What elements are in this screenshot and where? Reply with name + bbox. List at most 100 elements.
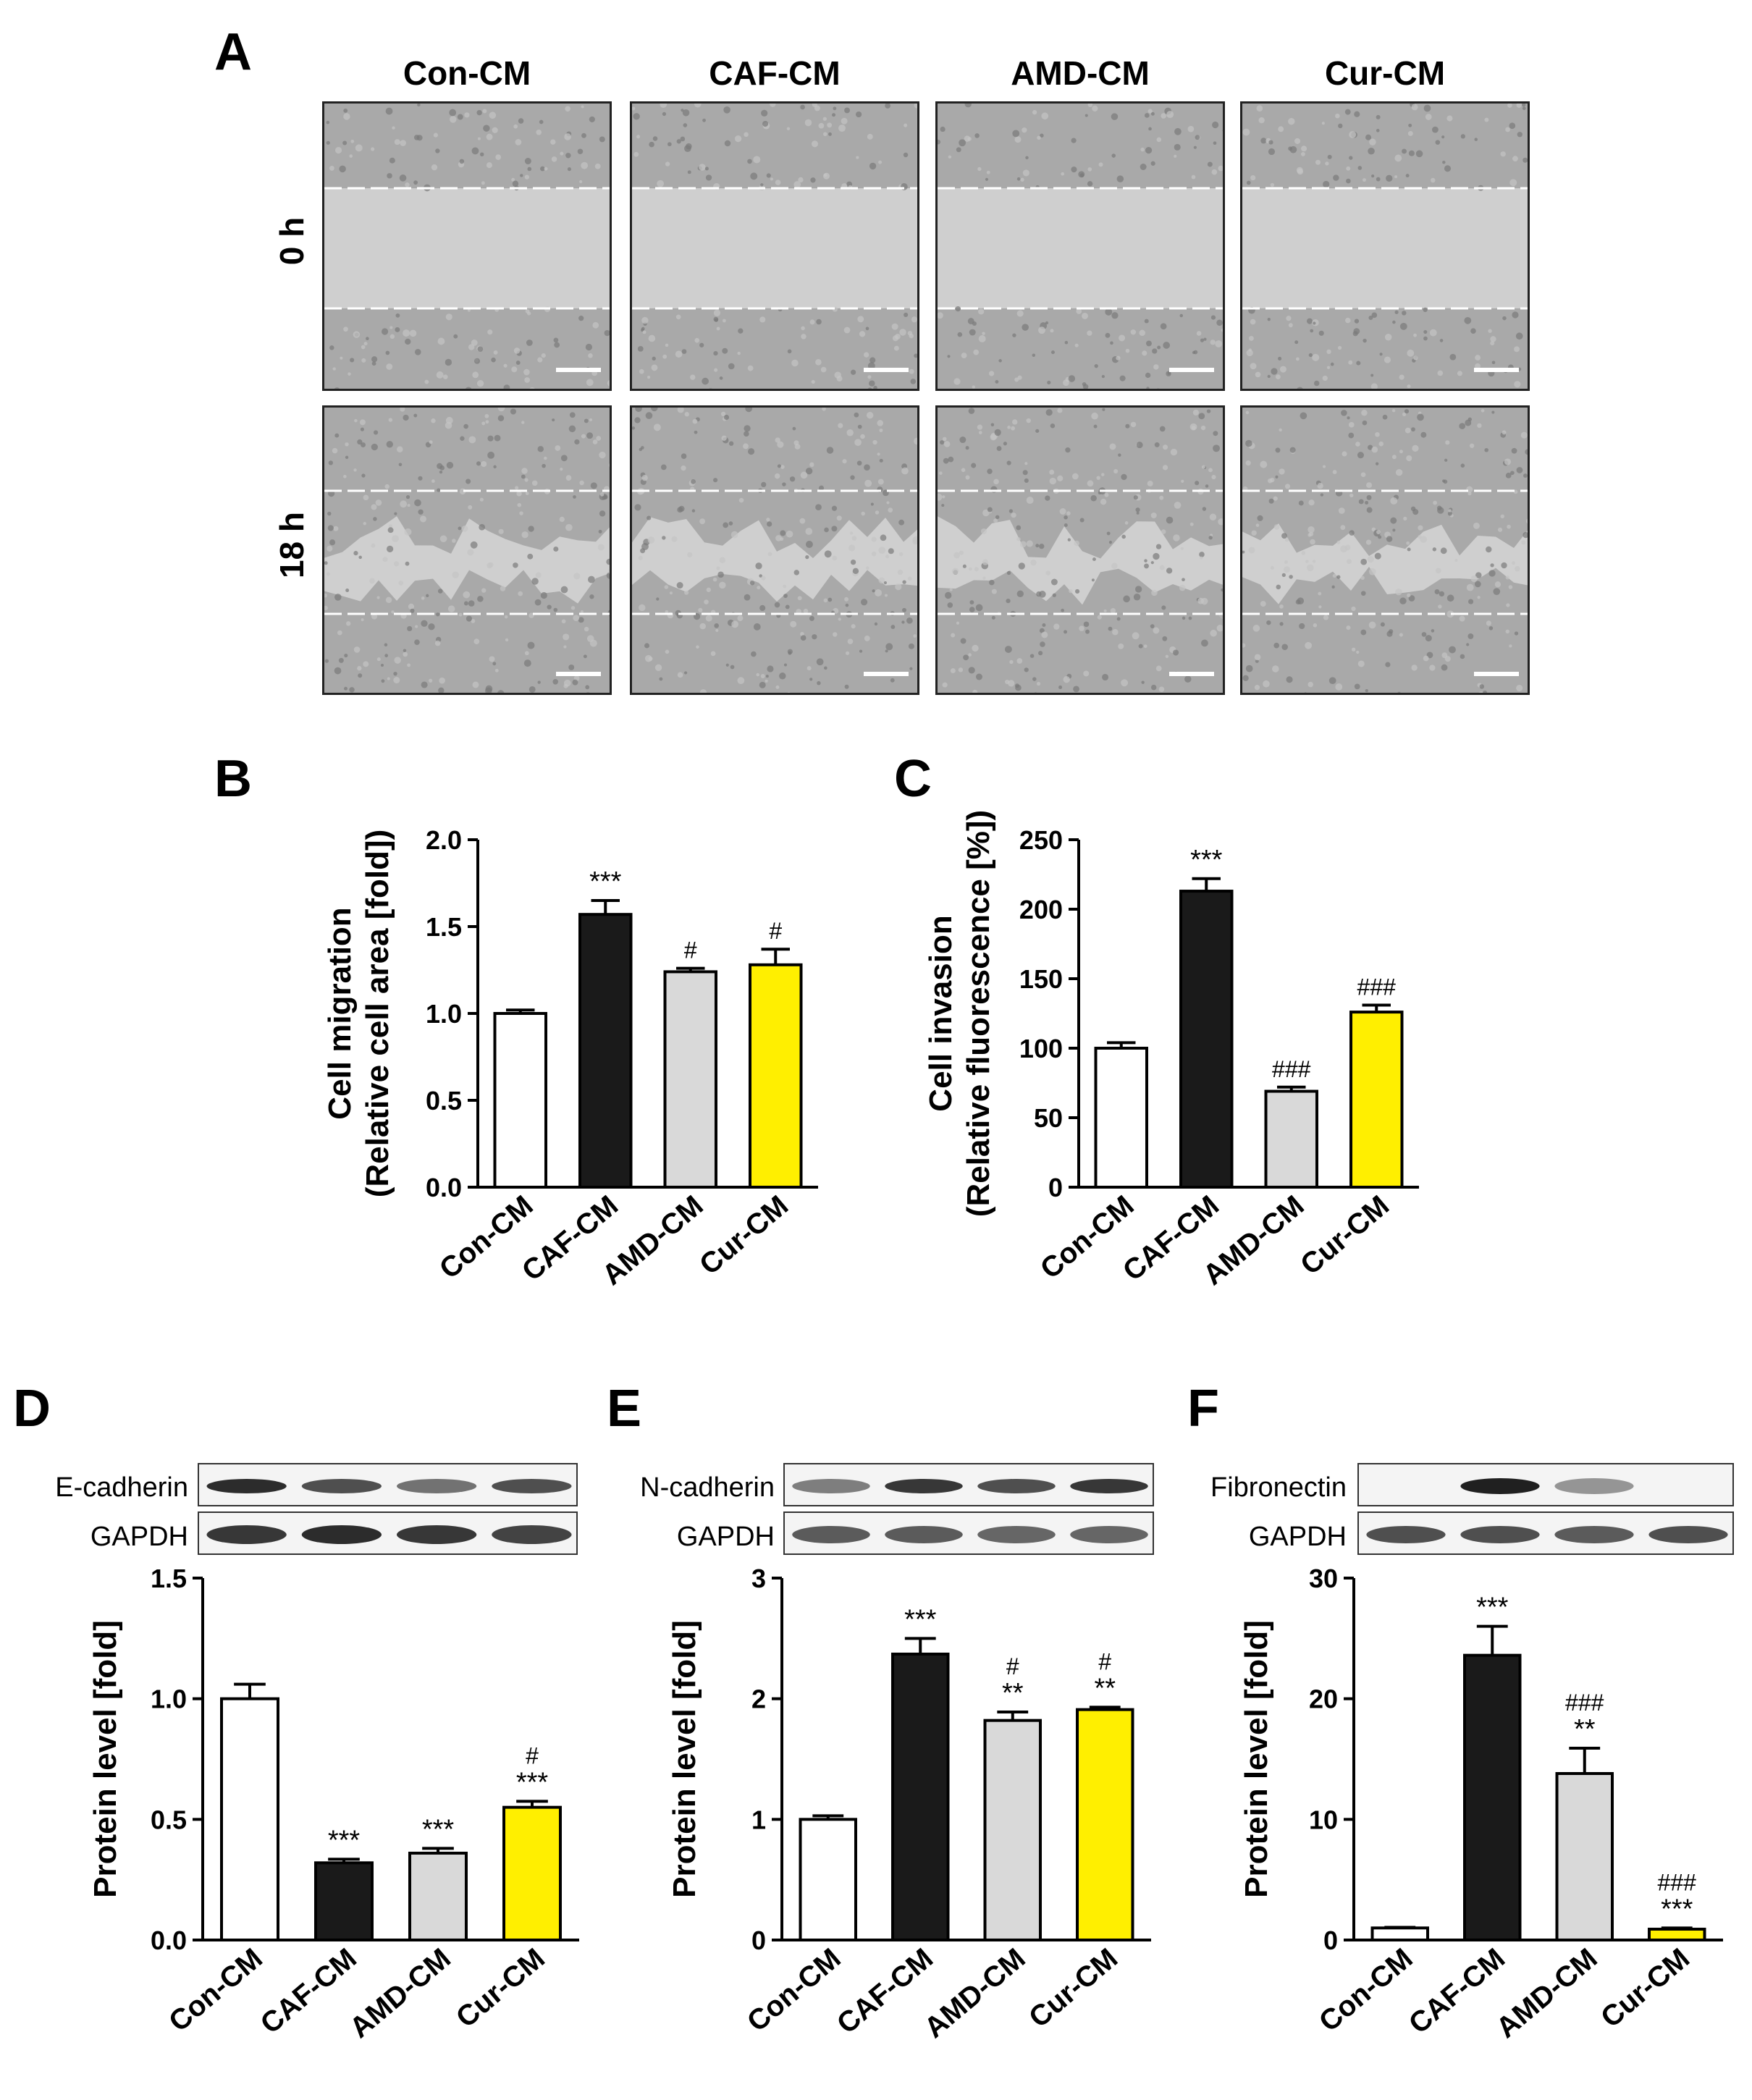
cell-texture [665,161,670,166]
cell-texture [1371,527,1376,532]
cell-texture [1130,329,1137,335]
panel-d-letter: D [13,1380,51,1438]
cell-texture [527,641,535,649]
cell-texture [898,552,904,557]
cell-texture [960,638,966,644]
cell-texture [846,429,854,437]
cell-texture [879,458,883,463]
cell-texture [407,625,413,632]
cell-texture [1346,178,1351,184]
cell-texture [1213,141,1217,146]
cell-texture [1284,538,1289,542]
cell-texture [757,586,761,590]
cell-texture [407,663,411,667]
cell-texture [1404,427,1411,434]
cell-texture [1349,156,1353,160]
cell-texture [1446,115,1453,122]
cell-texture [948,456,954,463]
cell-texture [486,162,492,169]
cell-texture [452,539,456,543]
cell-texture [1378,441,1384,447]
cell-texture [1216,625,1223,632]
cell-texture [1368,621,1376,629]
cell-texture [801,334,806,340]
cell-texture [1437,370,1444,376]
cell-texture [843,326,851,334]
cell-texture [1505,629,1510,634]
cell-texture [1045,321,1049,325]
cell-texture [564,133,571,140]
cell-texture [1173,649,1179,656]
cell-texture [1093,424,1098,429]
cell-texture [798,177,804,183]
cell-texture [800,104,805,110]
cell-texture [1420,431,1427,438]
cell-texture [681,465,686,471]
cell-texture [1153,552,1160,560]
cell-texture [1431,629,1435,633]
cell-texture [524,651,529,656]
cell-texture [891,323,898,330]
cell-texture [1260,601,1266,607]
cell-texture [332,367,336,371]
cell-texture [505,638,509,642]
cell-texture [604,495,608,499]
x-tick-label: AMD-CM [344,1942,457,2044]
cell-texture [429,678,433,683]
cell-texture [1083,621,1090,628]
cell-texture [824,527,829,533]
cell-texture [467,549,474,556]
cell-texture [902,580,906,584]
bar-con-cm [493,1012,547,1189]
cell-texture [875,510,880,515]
cell-texture [1320,493,1324,497]
cell-texture [958,667,964,672]
cell-texture [1335,683,1343,691]
cell-texture [1360,472,1366,477]
cell-texture [995,380,999,384]
cell-texture [581,161,589,169]
cell-texture [656,597,660,601]
cell-texture [851,624,856,629]
cell-texture [586,692,590,693]
cell-texture [528,526,534,532]
cell-texture [804,119,812,127]
cell-texture [1083,670,1090,677]
cell-texture [1491,360,1496,365]
cell-texture [694,104,702,108]
cell-texture [1294,340,1299,345]
cell-texture [1016,658,1023,664]
bar-amd-cm [408,1852,468,1941]
cell-texture [1408,150,1415,156]
cell-texture [389,326,393,329]
cell-texture [1380,622,1385,627]
scale-bar [556,672,601,676]
blot-band [977,1479,1056,1493]
cell-texture [759,316,766,323]
cell-texture [1030,560,1037,566]
cell-texture [573,615,580,622]
cell-texture [361,345,366,350]
cell-texture [833,632,838,637]
cell-texture [872,439,877,445]
cell-texture [355,144,363,152]
cell-texture [820,366,827,373]
cell-texture [519,511,523,515]
cell-texture [504,615,508,619]
cell-texture [1199,556,1203,560]
cell-texture [885,649,888,653]
cell-texture [1184,675,1192,683]
cell-texture [361,618,364,622]
micrograph-amd-cm-0-h [935,101,1225,391]
cell-texture [1163,444,1168,450]
cell-texture [363,342,368,346]
cell-texture [1004,646,1012,654]
cell-texture [1035,544,1040,548]
cell-texture [1308,353,1313,358]
cell-texture [676,582,683,589]
cell-texture [690,374,696,380]
cell-texture [527,553,534,560]
cell-texture [988,371,995,376]
cell-texture [1407,547,1411,552]
cell-texture [1379,353,1383,356]
